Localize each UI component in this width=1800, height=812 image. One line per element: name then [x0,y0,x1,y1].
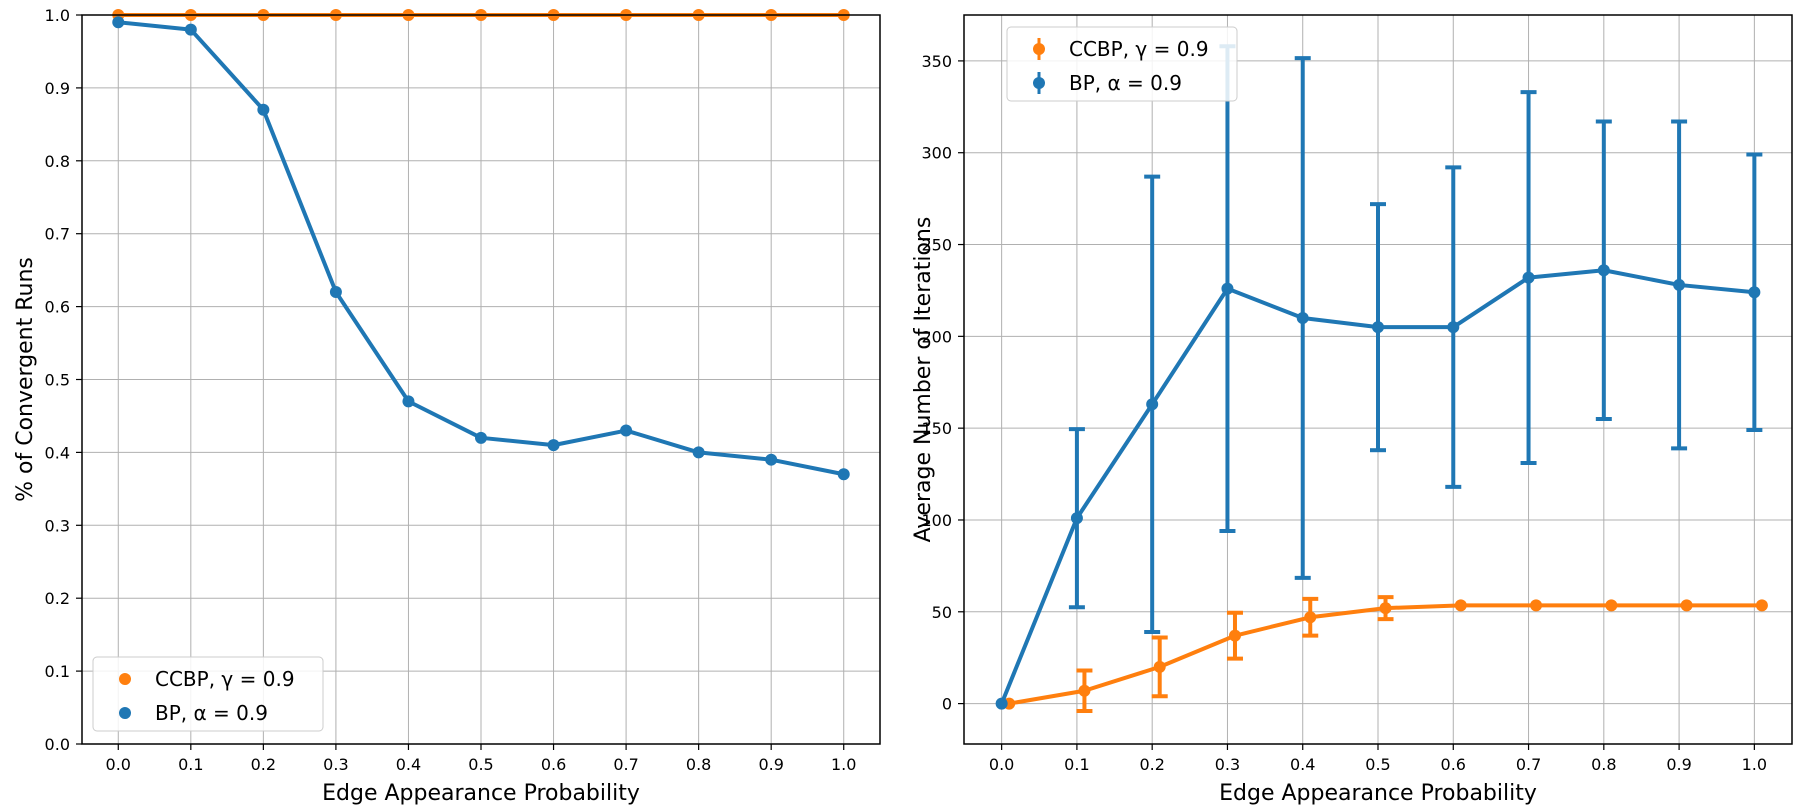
convergence-x-tick-label: 1.0 [831,755,856,774]
iterations-chart: 0.0 0.1 0.2 0.3 0.4 0.5 0.6 0.7 0.8 0.9 1.0 0 50 100 1… [911,14,1793,806]
iterations-x-axis-label: Edge Appearance Probability [1219,781,1537,806]
convergence-ticks: 0.0 0.1 0.2 0.3 0.4 0.5 0.6 0.7 0.8 0.9 1.0 0.0 0.1 0… [45,6,857,774]
iterations-point-bp [1146,398,1159,411]
convergence-y-axis-label: % of Convergent Runs [13,257,38,502]
iterations-y-tick-label: 100 [921,511,952,530]
convergence-x-tick-label: 0.8 [686,755,711,774]
iterations-x-tick-label: 0.2 [1139,755,1164,774]
convergence-legend-marker-ccbp [119,673,131,685]
convergence-grid [82,14,880,745]
convergence-x-tick-label: 0.0 [106,755,131,774]
iterations-series-ccbp [1003,595,1768,713]
convergence-point-bp [402,395,415,408]
convergence-y-tick-label: 0.5 [45,371,70,390]
convergence-point-bp [692,446,705,459]
convergence-x-tick-label: 0.5 [468,755,493,774]
iterations-point-ccbp [1605,599,1618,612]
convergence-legend-label-ccbp: CCBP, γ = 0.9 [155,667,295,691]
convergence-x-tick-label: 0.3 [323,755,348,774]
convergence-y-tick-label: 0.2 [45,589,70,608]
iterations-x-tick-label: 0.1 [1064,755,1089,774]
convergence-legend-box [92,656,324,732]
convergence-point-bp [837,468,850,481]
iterations-point-ccbp [1304,611,1317,624]
convergence-x-axis-label: Edge Appearance Probability [322,781,640,806]
iterations-point-ccbp [1680,599,1693,612]
iterations-point-bp [995,697,1008,710]
iterations-legend: CCBP, γ = 0.9 BP, α = 0.9 [1006,26,1238,102]
convergence-y-tick-label: 0.0 [45,735,70,754]
convergence-y-tick-label: 0.9 [45,79,70,98]
convergence-y-tick-label: 0.4 [45,443,70,462]
convergence-x-tick-label: 0.7 [613,755,638,774]
iterations-series [995,44,1768,713]
convergence-legend-label-bp: BP, α = 0.9 [155,701,268,725]
convergence-point-bp [620,424,633,437]
iterations-point-ccbp [1379,602,1392,615]
iterations-y-tick-label: 300 [921,144,952,163]
iterations-point-bp [1070,512,1083,525]
iterations-point-ccbp [1454,599,1467,612]
iterations-legend-label-bp: BP, α = 0.9 [1069,71,1182,95]
convergence-x-tick-label: 0.1 [178,755,203,774]
convergence-x-tick-label: 0.2 [251,755,276,774]
convergence-chart: 0.0 0.1 0.2 0.3 0.4 0.5 0.6 0.7 0.8 0.9 1.0 0.0 0.1 0… [13,6,881,806]
iterations-point-ccbp [1078,684,1091,697]
iterations-x-tick-label: 0.3 [1215,755,1240,774]
convergence-series-bp [112,16,850,481]
convergence-y-tick-label: 0.6 [45,298,70,317]
iterations-point-bp [1522,271,1535,284]
iterations-x-tick-label: 0.5 [1365,755,1390,774]
convergence-point-bp [765,453,778,466]
iterations-point-ccbp [1153,660,1166,673]
convergence-legend: CCBP, γ = 0.9 BP, α = 0.9 [92,656,324,732]
iterations-y-tick-label: 250 [921,236,952,255]
convergence-legend-marker-bp [119,707,131,719]
convergence-x-tick-label: 0.4 [396,755,421,774]
iterations-x-tick-label: 0.7 [1516,755,1541,774]
iterations-x-tick-label: 0.0 [989,755,1014,774]
iterations-point-bp [1597,264,1610,277]
iterations-ticks: 0.0 0.1 0.2 0.3 0.4 0.5 0.6 0.7 0.8 0.9 1.0 0 50 100 1… [921,52,1767,774]
convergence-y-tick-label: 0.3 [45,516,70,535]
iterations-point-bp [1221,282,1234,295]
convergence-x-tick-label: 0.6 [541,755,566,774]
convergence-y-tick-label: 0.8 [45,152,70,171]
iterations-y-tick-label: 0 [942,695,952,714]
convergence-y-tick-label: 0.7 [45,225,70,244]
iterations-point-bp [1372,321,1384,334]
iterations-point-bp [1748,286,1761,299]
iterations-x-tick-label: 1.0 [1742,755,1767,774]
iterations-point-ccbp [1228,629,1241,642]
iterations-point-ccbp [1530,599,1543,612]
convergence-point-bp [112,16,125,29]
iterations-x-tick-label: 0.8 [1591,755,1616,774]
iterations-series-bp [995,44,1763,710]
convergence-point-bp [257,103,270,116]
iterations-x-tick-label: 0.4 [1290,755,1315,774]
iterations-y-tick-label: 350 [921,52,952,71]
iterations-x-tick-label: 0.6 [1441,755,1466,774]
convergence-point-bp [475,431,487,444]
iterations-x-tick-label: 0.9 [1666,755,1691,774]
iterations-y-tick-label: 150 [921,419,952,438]
iterations-y-axis-label: Average Number of Iterations [911,217,936,543]
convergence-y-tick-label: 1.0 [45,6,70,25]
convergence-x-tick-label: 0.9 [758,755,783,774]
iterations-point-bp [1296,311,1309,324]
iterations-y-tick-label: 200 [921,327,952,346]
convergence-point-bp [329,286,342,299]
iterations-y-tick-label: 50 [932,603,952,622]
convergence-point-bp [547,439,560,452]
convergence-y-tick-label: 0.1 [45,662,70,681]
iterations-legend-box [1006,26,1238,102]
iterations-point-bp [1673,278,1686,291]
iterations-point-ccbp [1755,599,1768,612]
iterations-point-bp [1447,321,1460,334]
convergence-point-bp [184,23,197,36]
iterations-legend-label-ccbp: CCBP, γ = 0.9 [1069,37,1209,61]
